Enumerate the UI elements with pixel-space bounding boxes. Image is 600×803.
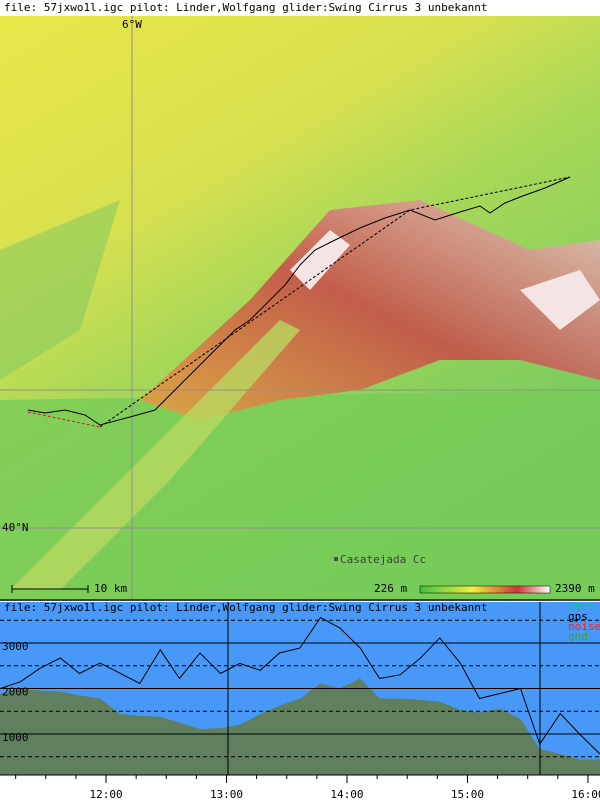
y-tick-label: 3000 bbox=[2, 640, 29, 653]
x-tick-label: 14:00 bbox=[330, 788, 363, 801]
place-marker bbox=[334, 557, 338, 561]
flight-track bbox=[27, 176, 571, 426]
legend-entry: baro bbox=[568, 600, 595, 613]
terrain-peak bbox=[520, 270, 600, 330]
header-text: file: 57jxwo1l.igc pilot: Linder,Wolfgan… bbox=[4, 1, 487, 14]
elev-max: 2390 m bbox=[555, 582, 595, 595]
task-leg bbox=[99, 176, 571, 428]
header-bar bbox=[0, 0, 600, 16]
lon-label: 6°W bbox=[122, 18, 142, 31]
x-tick-label: 13:00 bbox=[210, 788, 243, 801]
panel-border bbox=[0, 599, 600, 601]
y-tick-label: 2000 bbox=[2, 686, 29, 699]
map: 6°W 40°N Casatejada Cc 10 km 226 m 2390 … bbox=[0, 16, 600, 599]
x-axis-band bbox=[0, 775, 600, 803]
y-tick-label: 1000 bbox=[2, 731, 29, 744]
legend-entry: gnd bbox=[568, 630, 588, 643]
elev-min: 226 m bbox=[374, 582, 407, 595]
x-tick-label: 16:00 bbox=[571, 788, 600, 801]
terrain-valley bbox=[0, 200, 120, 380]
barogram: 1000 2000 3000 file: 57jxwo1l.igc pilot: Li… bbox=[0, 600, 600, 803]
lat-label: 40°N bbox=[2, 521, 29, 534]
terrain-plain bbox=[0, 390, 600, 599]
elev-scale bbox=[419, 585, 551, 594]
ground-area bbox=[0, 678, 600, 775]
scale-label: 10 km bbox=[94, 582, 127, 595]
terrain-ridge-low bbox=[10, 320, 300, 590]
x-tick-label: 15:00 bbox=[451, 788, 484, 801]
place-label: Casatejada Cc bbox=[340, 553, 426, 566]
terrain-peak bbox=[290, 230, 350, 290]
legend-entry: gps bbox=[568, 610, 588, 623]
x-tick-label: 12:00 bbox=[89, 788, 122, 801]
series-line bbox=[0, 616, 600, 755]
legend-entry: noise bbox=[568, 620, 600, 633]
chart-title: file: 57jxwo1l.igc pilot: Linder,Wolfgan… bbox=[4, 601, 487, 614]
task-leg bbox=[27, 411, 101, 428]
